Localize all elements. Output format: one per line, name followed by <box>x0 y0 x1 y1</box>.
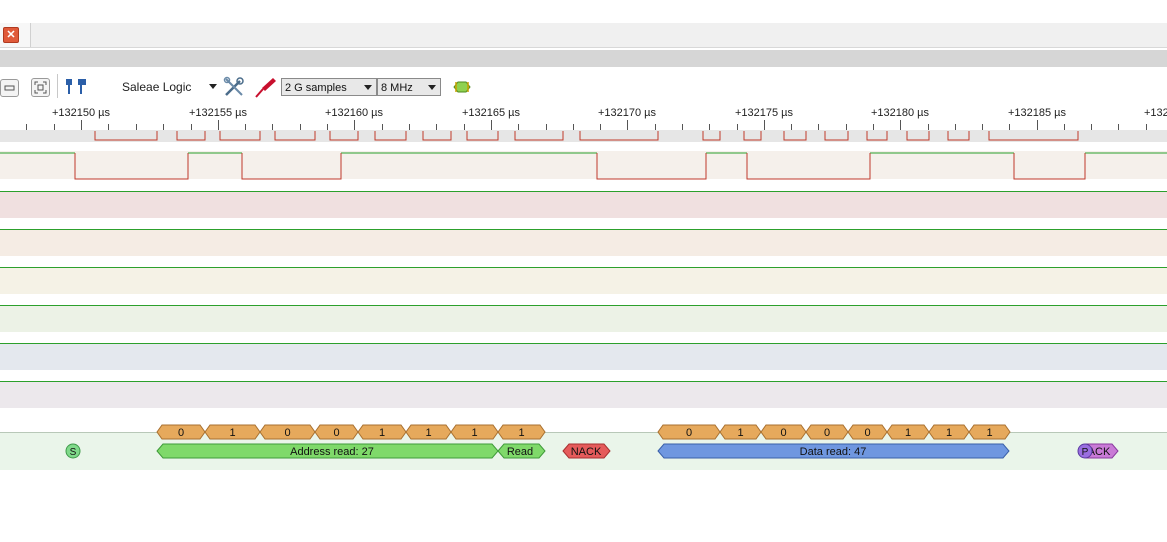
bit-value: 1 <box>986 427 992 439</box>
zoom-fit-icon[interactable] <box>31 78 50 97</box>
bit-value: 0 <box>864 427 870 439</box>
bit-value: 1 <box>425 427 431 439</box>
bit-value: 0 <box>686 427 692 439</box>
channel-row-4 <box>0 229 1167 256</box>
ruler-tick-label: +132150 µs <box>52 107 111 119</box>
channel-row-scl <box>0 130 1167 142</box>
ruler-tick-label: +132 <box>1144 107 1167 119</box>
ruler-tick-label: +132170 µs <box>598 107 657 119</box>
settings-tools-icon[interactable] <box>222 75 246 99</box>
bit-value: 1 <box>379 427 385 439</box>
address-frame[interactable]: Address read: 27 <box>156 443 499 459</box>
address-label: Address read: 27 <box>290 446 374 458</box>
minimize-icon[interactable] <box>0 79 19 97</box>
channel-row-3 <box>0 191 1167 218</box>
rw-frame[interactable]: Read <box>497 443 546 459</box>
toolbar-separator <box>57 74 58 98</box>
sample-count-select[interactable]: 2 G samples <box>281 78 377 96</box>
nack-frame[interactable]: NACK <box>562 443 611 459</box>
i2c-decoder-frames: 0 1 0 0 1 1 1 1 0 1 0 0 0 1 1 1 S Address read: 27 Rea… <box>0 424 1167 459</box>
tab-bar <box>0 23 1167 48</box>
time-ruler: +132150 µs +132155 µs +132160 µs +132165… <box>0 104 1167 130</box>
bit-value: 0 <box>284 427 290 439</box>
bit-cell[interactable] <box>968 424 1011 440</box>
trigger-icon[interactable] <box>451 79 473 95</box>
bit-value: 1 <box>518 427 524 439</box>
data-label: Data read: 47 <box>800 446 867 458</box>
ruler-tick-label: +132175 µs <box>735 107 794 119</box>
ruler-tick-label: +132155 µs <box>189 107 248 119</box>
probe-icon[interactable] <box>253 75 277 99</box>
stop-marker[interactable]: P <box>1077 443 1093 459</box>
bit-value: 1 <box>737 427 743 439</box>
bit-value: 0 <box>178 427 184 439</box>
data-frame[interactable]: Data read: 47 <box>657 443 1010 459</box>
channel-row-sda <box>0 151 1167 179</box>
data-bits: 0 1 0 0 0 1 1 1 <box>657 424 1011 440</box>
bit-value: 1 <box>946 427 952 439</box>
sample-count-arrow-icon[interactable] <box>364 85 372 90</box>
header-strip <box>0 50 1167 67</box>
sample-count-value: 2 G samples <box>285 82 347 94</box>
bit-value: 1 <box>229 427 235 439</box>
channel-row-7 <box>0 343 1167 370</box>
rw-label: Read <box>507 446 533 458</box>
start-marker[interactable]: S <box>65 443 81 459</box>
bit-value: 0 <box>824 427 830 439</box>
device-dropdown-icon[interactable] <box>209 84 217 89</box>
ruler-tick-label: +132180 µs <box>871 107 930 119</box>
channel-row-8 <box>0 381 1167 408</box>
bit-cell[interactable] <box>497 424 546 440</box>
sample-rate-arrow-icon[interactable] <box>428 85 436 90</box>
nack-label: NACK <box>571 446 602 458</box>
end-ack-label: ACK <box>1088 446 1111 458</box>
sda-low-signal <box>74 153 1086 180</box>
close-icon[interactable]: ✕ <box>3 27 19 43</box>
stop-label: P <box>1082 447 1089 458</box>
start-label: S <box>70 447 77 458</box>
toolbar <box>0 68 1167 104</box>
sample-rate-select[interactable]: 8 MHz <box>377 78 441 96</box>
ruler-tick-label: +132160 µs <box>325 107 384 119</box>
bit-value: 0 <box>780 427 786 439</box>
scl-signal <box>94 131 1079 141</box>
channel-row-5 <box>0 267 1167 294</box>
bit-value: 0 <box>333 427 339 439</box>
address-bits: 0 1 0 0 1 1 1 1 <box>156 424 546 440</box>
device-label[interactable]: Saleae Logic <box>122 80 192 94</box>
bit-value: 1 <box>905 427 911 439</box>
ruler-tick-label: +132165 µs <box>462 107 521 119</box>
waveform-area <box>0 130 1167 408</box>
channel-row-6 <box>0 305 1167 332</box>
sample-rate-value: 8 MHz <box>381 82 413 94</box>
markers-icon[interactable] <box>64 77 90 97</box>
bit-value: 1 <box>471 427 477 439</box>
ruler-tick-label: +132185 µs <box>1008 107 1067 119</box>
